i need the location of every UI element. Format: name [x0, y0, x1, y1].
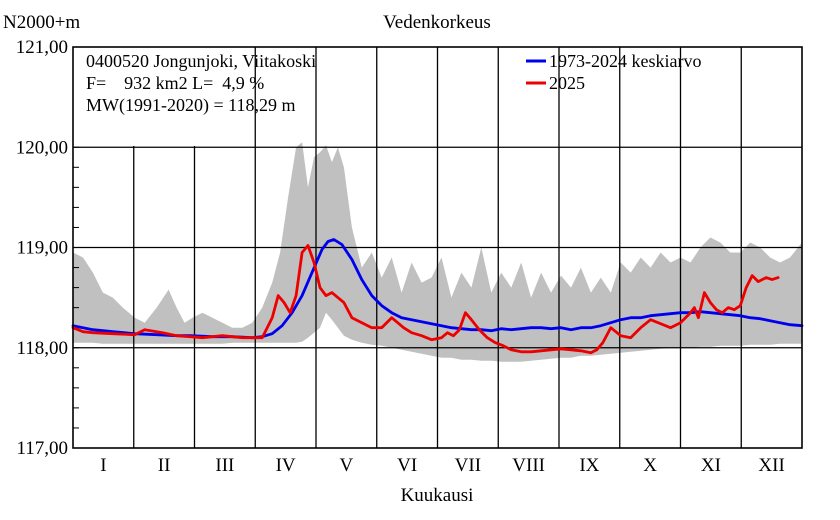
month-label: V [340, 455, 354, 476]
month-label: XII [758, 455, 784, 476]
month-label: III [215, 455, 234, 476]
mean-water-level-label: MW(1991-2020) = 118,29 m [86, 95, 295, 116]
y-tick-label: 118,00 [16, 338, 68, 359]
month-label: X [643, 455, 657, 476]
month-label: II [158, 455, 171, 476]
y-tick-label: 121,00 [16, 37, 68, 58]
month-label: IX [579, 455, 599, 476]
station-label: 0400520 Jongunjoki, Viitakoski [86, 51, 316, 71]
plot-frame [72, 46, 803, 449]
legend-label-2025: 2025 [549, 73, 585, 93]
month-label: XI [701, 455, 721, 476]
y-tick-label: 119,00 [16, 238, 68, 259]
y-tick-label: 120,00 [16, 137, 68, 158]
catchment-area-label: F= 932 km2 L= 4,9 % [86, 73, 264, 93]
series-line-2025 [71, 244, 780, 355]
y-axis-unit-label: N2000+m [3, 12, 80, 33]
month-label: VI [397, 455, 417, 476]
month-label: VII [455, 455, 481, 476]
month-label: I [100, 455, 106, 476]
y-tick-label: 117,00 [16, 438, 68, 459]
chart-title: Vedenkorkeus [383, 12, 491, 33]
month-label: IV [276, 455, 296, 476]
month-label: VIII [512, 455, 545, 476]
legend-label-mean: 1973-2024 keskiarvo [549, 51, 701, 71]
x-axis-label: Kuukausi [401, 485, 474, 506]
